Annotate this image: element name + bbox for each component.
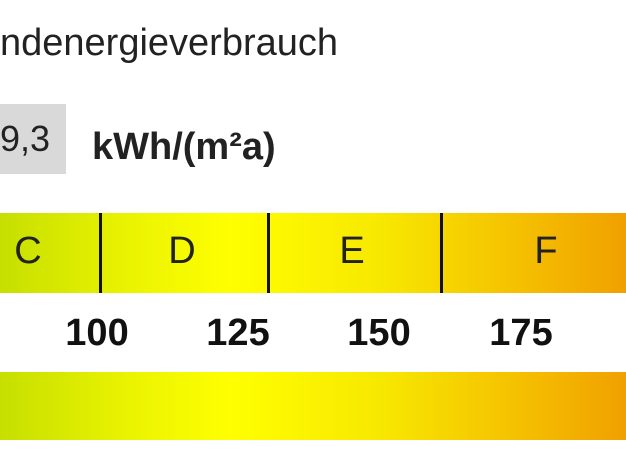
- class-label: E: [339, 230, 365, 272]
- class-label: D: [168, 230, 196, 272]
- value: 9,3: [0, 118, 51, 159]
- divider: [267, 213, 270, 293]
- tick-label: 150: [347, 312, 411, 354]
- class-label: F: [534, 230, 558, 272]
- unit: kWh/(m²a): [92, 126, 276, 168]
- tick-label: 175: [489, 312, 553, 354]
- value-box: [0, 104, 66, 174]
- scale-bar: [0, 372, 626, 440]
- class-label: C: [14, 230, 42, 272]
- title: ndenergieverbrauch: [0, 22, 339, 64]
- tick-label: 100: [65, 312, 129, 354]
- tick-label: 125: [206, 312, 270, 354]
- divider: [99, 213, 102, 293]
- class-bar: [0, 213, 626, 293]
- divider: [440, 213, 443, 293]
